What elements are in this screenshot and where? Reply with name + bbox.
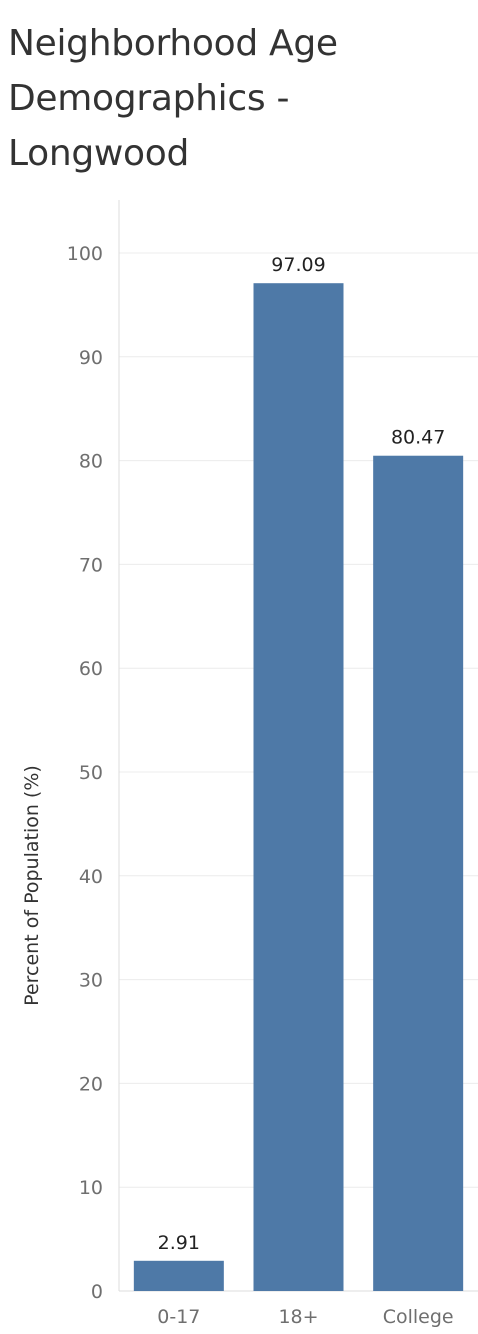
x-tick-label-0: 0-17 [157,1306,200,1328]
y-axis-title: Percent of Population (%) [21,765,43,1006]
y-tick-label-60: 60 [79,658,103,680]
data-label-2: 80.47 [391,427,445,449]
data-label-0: 2.91 [158,1232,200,1254]
y-tick-label-10: 10 [79,1177,103,1199]
y-tick-label-80: 80 [79,451,103,473]
chart-title: Neighborhood Age Demographics - Longwood [8,23,338,174]
x-tick-labels: 0-17 18+ College [157,1306,453,1328]
data-label-1: 97.09 [271,254,325,276]
data-labels: 2.91 97.09 80.47 [158,254,446,1254]
y-tick-label-70: 70 [79,554,103,576]
y-tick-label-50: 50 [79,762,103,784]
bars [133,283,464,1291]
y-tick-label-90: 90 [79,347,103,369]
bar-college [373,455,464,1291]
bar-0-17 [133,1260,224,1291]
y-tick-label-100: 100 [67,243,103,265]
x-tick-label-1: 18+ [278,1306,318,1328]
y-tick-label-40: 40 [79,866,103,888]
y-tick-label-30: 30 [79,970,103,992]
bar-18- [253,283,344,1291]
y-tick-label-0: 0 [91,1281,103,1303]
y-tick-labels: 0 10 20 30 40 50 60 70 80 90 100 [67,243,103,1303]
x-tick-label-2: College [383,1306,454,1328]
y-tick-label-20: 20 [79,1073,103,1095]
